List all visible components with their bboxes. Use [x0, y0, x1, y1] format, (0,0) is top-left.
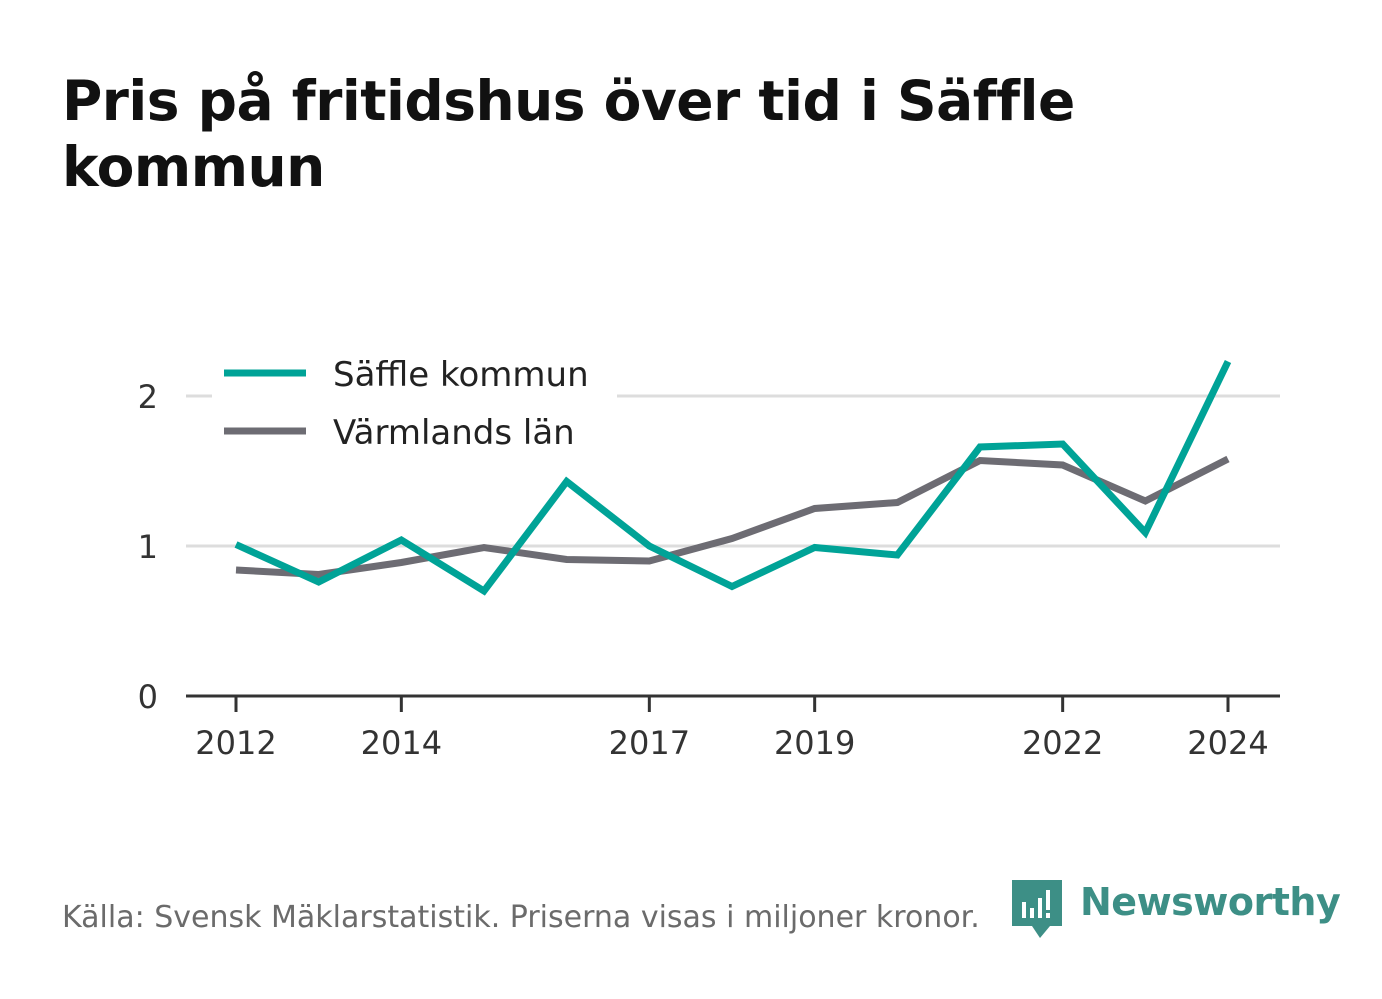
y-tick-label: 1 — [138, 528, 158, 566]
series-lines — [234, 359, 1232, 596]
x-tick-label: 2014 — [361, 724, 442, 762]
x-tick-label: 2017 — [609, 724, 690, 762]
x-ticks: 2012 2014 2017 2019 2022 2024 — [195, 696, 1269, 762]
x-tick-label: 2024 — [1187, 724, 1268, 762]
legend-label: Säffle kommun — [333, 355, 589, 395]
newsworthy-icon — [1012, 880, 1062, 938]
source-note: Källa: Svensk Mäklarstatistik. Priserna … — [62, 900, 980, 935]
legend: Säffle kommun Värmlands län — [212, 346, 617, 470]
series-line-varmland — [235, 455, 1230, 579]
brand-logo[interactable]: Newsworthy — [1012, 878, 1341, 942]
brand-name: Newsworthy — [1080, 880, 1341, 924]
x-tick-label: 2012 — [195, 724, 276, 762]
legend-background — [212, 346, 617, 470]
y-tick-label: 2 — [138, 378, 158, 416]
y-tick-label: 0 — [138, 678, 158, 716]
x-tick-label: 2019 — [774, 724, 855, 762]
x-tick-label: 2022 — [1022, 724, 1103, 762]
legend-label: Värmlands län — [333, 413, 575, 453]
chart-title: Pris på fritidshus över tid i Säffle kom… — [62, 69, 1075, 199]
y-tick-labels: 0 1 2 — [138, 378, 158, 716]
